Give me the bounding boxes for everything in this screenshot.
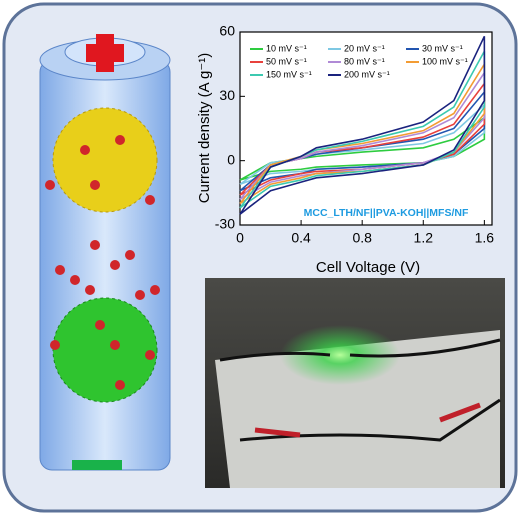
x-tick-label: 0.8 <box>352 230 372 246</box>
legend-label: 10 mV s⁻¹ <box>266 43 307 53</box>
cv-chart: Cell Voltage (V) Current density (A g⁻¹)… <box>196 23 494 276</box>
legend-label: 50 mV s⁻¹ <box>266 56 307 66</box>
legend-label: 100 mV s⁻¹ <box>422 56 468 66</box>
y-axis-label: Current density (A g⁻¹) <box>196 53 213 203</box>
y-tick-label: -30 <box>215 216 235 232</box>
legend-label: 150 mV s⁻¹ <box>266 69 312 79</box>
annotation: MCC_LTH/NF||PVA-KOH||MFS/NF <box>304 207 469 219</box>
x-tick-label: 1.6 <box>475 230 495 246</box>
legend-label: 80 mV s⁻¹ <box>344 56 385 66</box>
led-photo <box>205 278 505 488</box>
plot-area <box>239 31 493 226</box>
legend-label: 30 mV s⁻¹ <box>422 43 463 53</box>
x-tick-label: 1.2 <box>414 230 434 246</box>
x-axis-label: Cell Voltage (V) <box>316 259 420 276</box>
legend-label: 200 mV s⁻¹ <box>344 69 390 79</box>
legend-label: 20 mV s⁻¹ <box>344 43 385 53</box>
cv-curve <box>239 35 486 215</box>
x-tick-label: 0 <box>236 230 244 246</box>
y-tick-label: 30 <box>219 87 235 103</box>
x-tick-label: 0.4 <box>291 230 311 246</box>
battery-illustration <box>39 34 171 471</box>
y-tick-label: 0 <box>227 151 235 167</box>
y-tick-label: 60 <box>219 23 235 39</box>
